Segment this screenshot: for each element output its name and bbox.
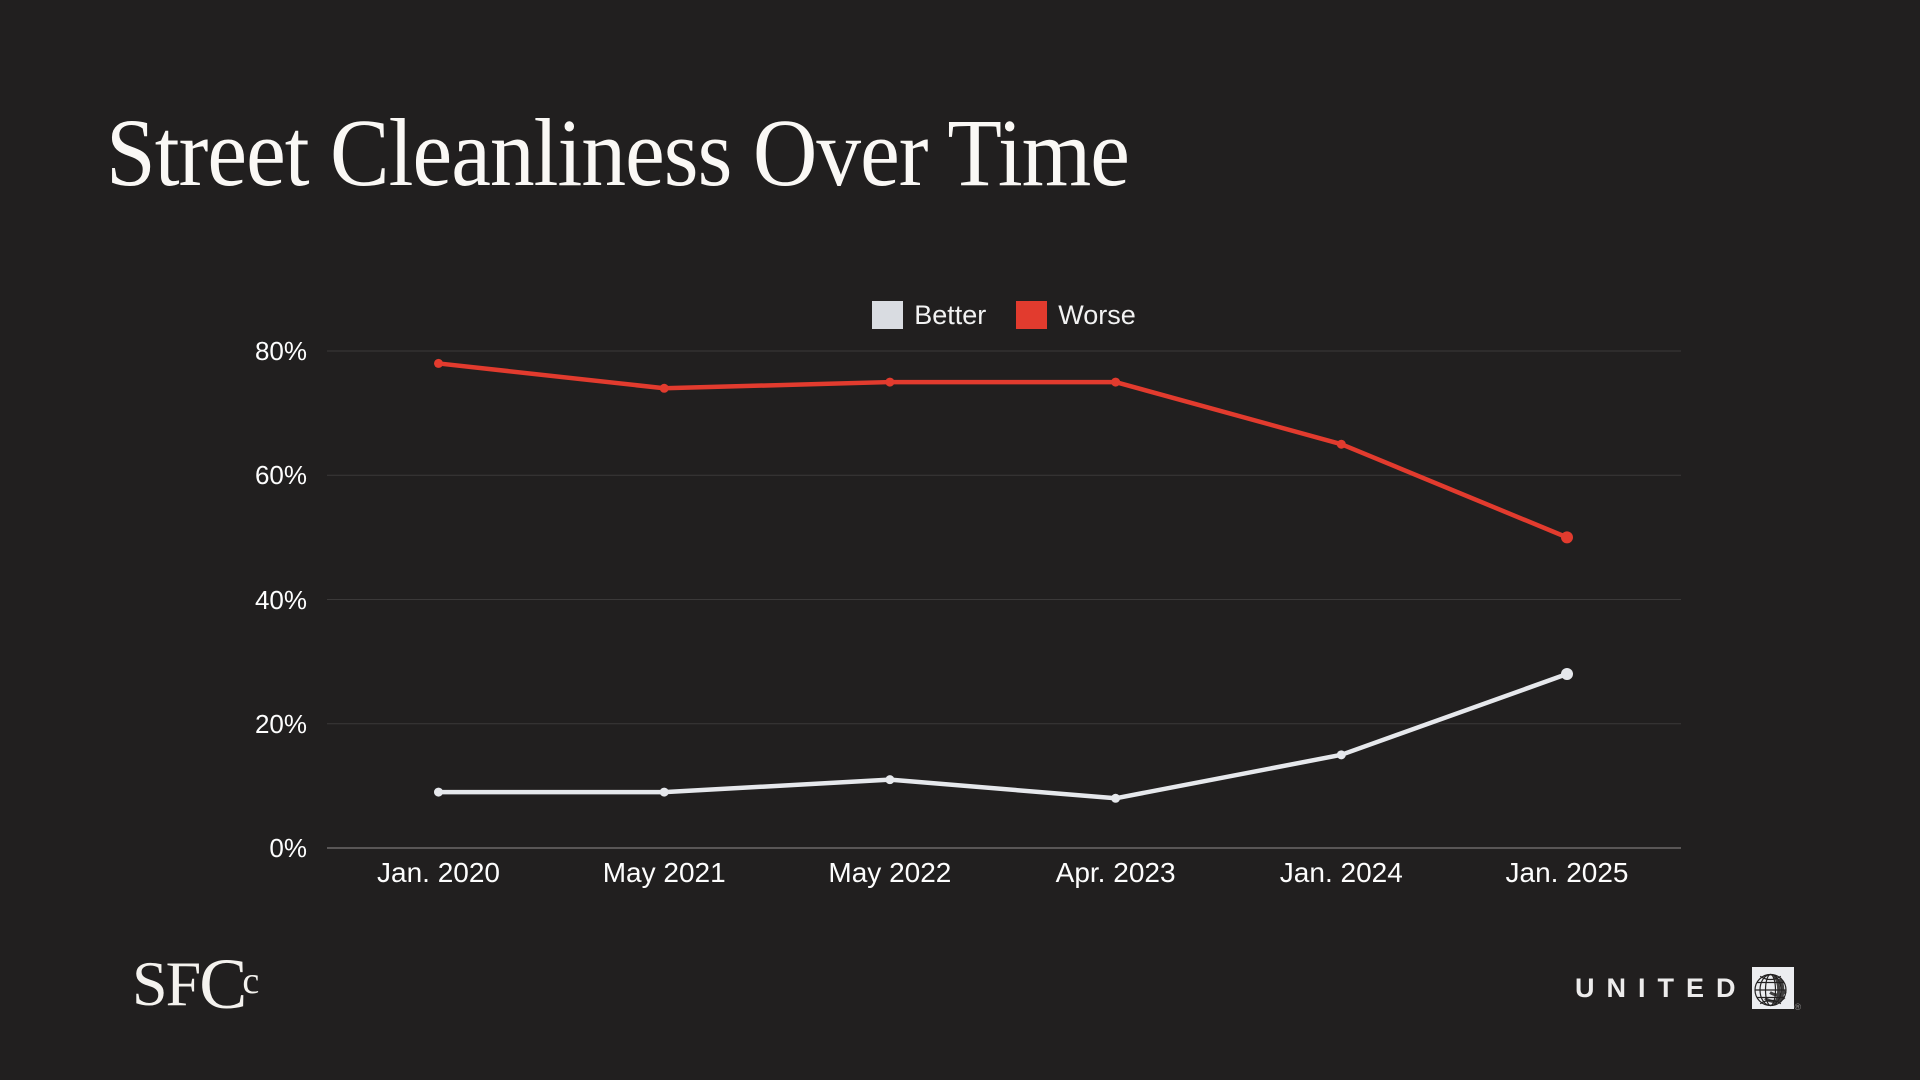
registered-trademark: ® <box>1794 1002 1802 1012</box>
data-point-better <box>1561 668 1573 681</box>
x-tick-label: May 2021 <box>602 857 726 888</box>
data-point-worse <box>1561 531 1573 544</box>
data-point-better <box>659 787 669 797</box>
sfc-logo-sf: SF <box>132 948 201 1019</box>
page-title: Street Cleanliness Over Time <box>106 99 1130 206</box>
united-logo-text: UNITED <box>1575 973 1748 1003</box>
legend-item-worse: Worse <box>1016 300 1136 331</box>
data-point-better <box>434 787 443 797</box>
x-tick-label: Jan. 2020 <box>377 857 500 888</box>
data-point-better <box>1336 750 1346 760</box>
data-point-worse <box>434 358 443 368</box>
data-point-better <box>885 775 895 785</box>
x-tick-label: Apr. 2023 <box>1055 857 1176 888</box>
series-line-worse <box>436 361 1570 540</box>
data-point-worse <box>659 383 669 393</box>
x-tick-label: Jan. 2024 <box>1279 857 1403 888</box>
series-line-better <box>436 671 1570 801</box>
data-point-worse <box>1336 439 1346 449</box>
legend-item-better: Better <box>872 300 986 331</box>
y-tick-label: 40% <box>254 584 307 615</box>
chart-legend: Better Worse <box>327 298 1681 332</box>
y-tick-label: 60% <box>254 460 307 491</box>
legend-swatch <box>1016 301 1048 329</box>
x-tick-label: Jan. 2025 <box>1505 857 1629 888</box>
sfc-logo-small-c: c <box>242 960 260 1002</box>
data-point-worse <box>1111 377 1121 387</box>
data-point-worse <box>885 377 895 387</box>
united-globe-icon <box>1751 967 1794 1009</box>
united-logo: UNITED ® <box>1575 962 1801 1014</box>
y-tick-label: 0% <box>269 833 307 863</box>
y-tick-label: 20% <box>254 708 307 739</box>
legend-label-worse: Worse <box>1058 299 1136 330</box>
x-tick-label: May 2022 <box>828 857 952 888</box>
data-point-better <box>1111 793 1121 803</box>
y-tick-label: 80% <box>254 336 307 366</box>
legend-label-better: Better <box>914 299 987 330</box>
legend-swatch <box>872 301 904 329</box>
